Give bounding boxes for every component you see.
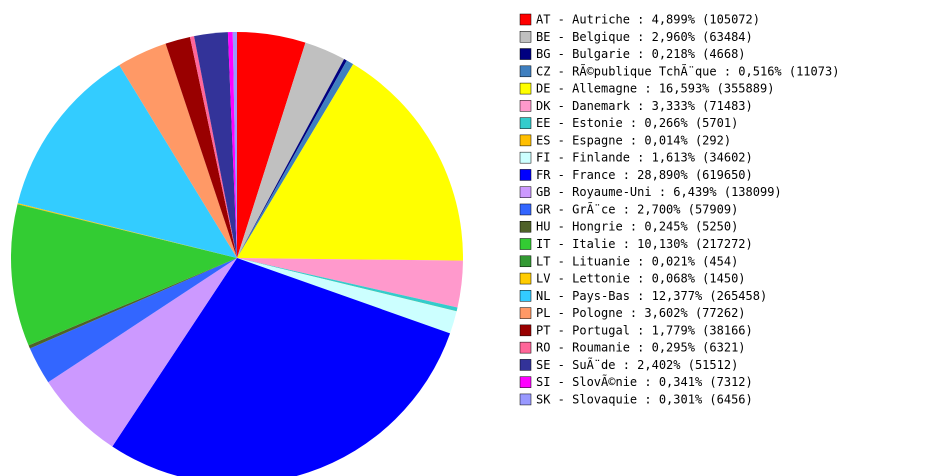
pie-slice (237, 58, 347, 258)
legend-label: PT - Portugal : 1,779% (38166) (536, 323, 753, 337)
legend-label: BE - Belgique : 2,960% (63484) (536, 30, 753, 44)
legend-swatch (519, 31, 532, 43)
legend-label: ES - Espagne : 0,014% (292) (536, 133, 731, 147)
legend-swatch (519, 48, 532, 60)
pie-slice (237, 32, 306, 258)
legend-label: IT - Italie : 10,130% (217272) (536, 237, 753, 251)
pie-slice (112, 258, 451, 476)
legend-swatch (519, 82, 532, 95)
pie-slice (17, 203, 238, 258)
legend-swatch (519, 203, 532, 216)
legend-label: SI - SlovÃ©nie : 0,341% (7312) (536, 374, 753, 389)
pie-slice (237, 258, 458, 312)
pie-slice (17, 65, 237, 258)
legend-swatch (519, 393, 532, 406)
legend-swatch (519, 376, 532, 388)
pie-slice (119, 43, 237, 259)
pie-slice (237, 60, 354, 259)
legend-swatch (519, 169, 532, 181)
legend-swatch (519, 290, 532, 302)
legend-label: EE - Estonie : 0,266% (5701) (536, 116, 738, 130)
legend-swatch (519, 255, 532, 268)
pie-slice (48, 258, 238, 447)
legend-label: SE - SuÃ¨de : 2,402% (51512) (536, 357, 738, 372)
legend-label: LV - Lettonie : 0,068% (1450) (536, 272, 746, 286)
legend-swatch (519, 117, 532, 129)
legend-label: SK - Slovaquie : 0,301% (6456) (536, 392, 753, 406)
legend-swatch (519, 359, 532, 371)
pie-slice (232, 32, 237, 258)
legend-label: BG - Bulgarie : 0,218% (4668) (536, 47, 746, 61)
legend-label: DK - Danemark : 3,333% (71483) (536, 99, 753, 113)
pie-slice (194, 32, 237, 258)
legend-swatch (519, 65, 532, 78)
pie-slice (10, 204, 237, 346)
legend-label: AT - Autriche : 4,899% (105072) (536, 13, 760, 27)
pie-slice (17, 204, 237, 258)
legend-label: PL - Pologne : 3,602% (77262) (536, 306, 746, 320)
legend-swatch (519, 134, 532, 147)
legend-swatch (519, 151, 532, 164)
legend-label: FI - Finlande : 1,613% (34602) (536, 151, 753, 165)
pie-slice (237, 258, 463, 308)
legend-label: DE - Allemagne : 16,593% (355889) (536, 82, 774, 96)
pie-slice (237, 42, 345, 258)
pie-slice (227, 32, 237, 258)
pie-slice (189, 36, 237, 258)
pie-slice (237, 258, 457, 334)
legend-label: GR - GrÃ¨ce : 2,700% (57909) (536, 201, 738, 216)
pie-slice (237, 258, 457, 312)
pie-slice (29, 258, 237, 383)
legend-label: GB - Royaume-Uni : 6,439% (138099) (536, 185, 782, 199)
pie-slice (237, 64, 464, 261)
pie-slice (165, 36, 237, 259)
legend-label: HU - Hongrie : 0,245% (5250) (536, 220, 738, 234)
legend-label: LT - Lituanie : 0,021% (454) (536, 254, 738, 268)
legend-swatch (519, 272, 532, 285)
legend-label: FR - France : 28,890% (619650) (536, 168, 753, 182)
legend-swatch (519, 186, 532, 198)
legend-label: CZ - RÃ©publique TchÃ¨que : 0,516% (1107… (536, 63, 839, 78)
legend-label: NL - Pays-Bas : 12,377% (265458) (536, 289, 767, 303)
legend-swatch (519, 307, 532, 319)
legend-swatch (519, 100, 532, 112)
legend-label: RO - Roumanie : 0,295% (6321) (536, 341, 746, 355)
legend-swatch (519, 220, 532, 233)
legend-swatch (519, 13, 532, 26)
legend-swatch (519, 341, 532, 354)
legend-swatch (519, 238, 532, 250)
pie-slice (28, 258, 237, 349)
legend-swatch (519, 324, 532, 337)
